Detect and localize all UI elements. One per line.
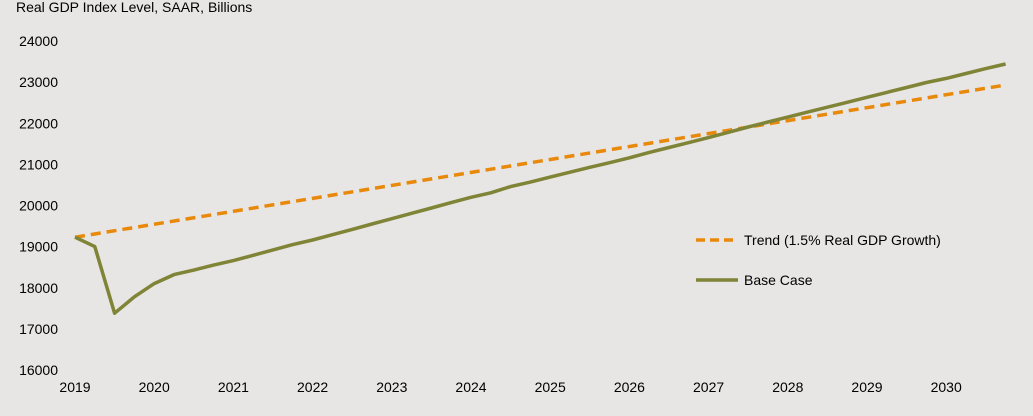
y-tick-label: 21000 [19, 156, 58, 172]
series-lines [74, 62, 1006, 315]
x-tick-label: 2025 [535, 379, 566, 395]
y-axis: 16000 17000 18000 19000 20000 21000 22000 23000… [19, 33, 58, 378]
x-tick-label: 2023 [376, 379, 407, 395]
legend-label: Base Case [744, 272, 813, 288]
x-tick-label: 2020 [139, 379, 170, 395]
y-tick-label: 20000 [19, 198, 58, 214]
x-tick-label: 2021 [218, 379, 249, 395]
x-tick-label: 2022 [297, 379, 328, 395]
y-tick-label: 16000 [19, 362, 58, 378]
series-line-base-case [74, 62, 1006, 315]
y-tick-label: 19000 [19, 239, 58, 255]
y-tick-label: 17000 [19, 321, 58, 337]
legend: Trend (1.5% Real GDP Growth) Base Case [696, 232, 941, 288]
x-tick-label: 2029 [851, 379, 882, 395]
x-axis: 2019 2020 2021 2022 2023 2024 2025 2026 2027 2028… [59, 379, 962, 395]
y-tick-label: 22000 [19, 115, 58, 131]
x-tick-label: 2028 [772, 379, 803, 395]
y-tick-label: 24000 [19, 33, 58, 49]
x-tick-label: 2024 [455, 379, 486, 395]
chart-title: Real GDP Index Level, SAAR, Billions [16, 0, 252, 15]
y-tick-label: 18000 [19, 280, 58, 296]
x-tick-label: 2026 [614, 379, 645, 395]
x-tick-label: 2019 [59, 379, 90, 395]
x-tick-label: 2027 [693, 379, 724, 395]
y-tick-label: 23000 [19, 74, 58, 90]
series-line-trend [74, 83, 1006, 239]
legend-label: Trend (1.5% Real GDP Growth) [744, 232, 941, 248]
x-tick-label: 2030 [931, 379, 962, 395]
